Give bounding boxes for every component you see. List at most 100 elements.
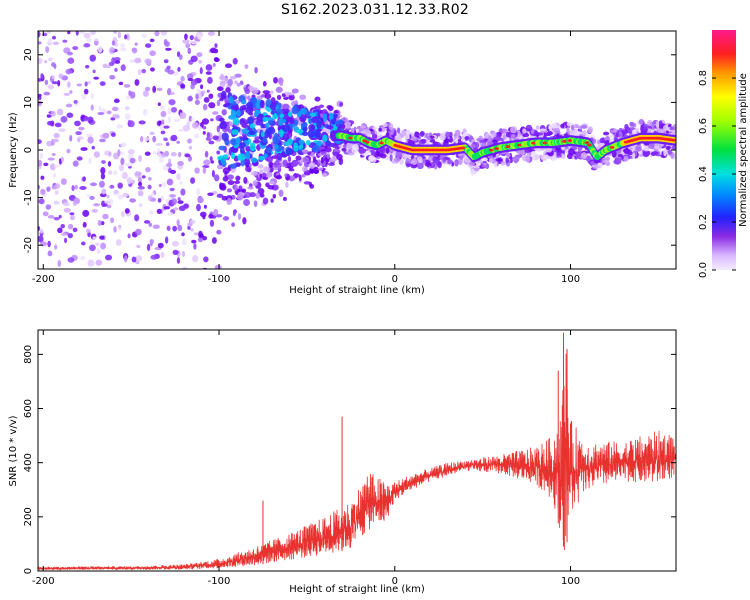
spectrogram-cell — [226, 188, 233, 193]
spectrogram-cell — [80, 147, 88, 151]
spectrogram-cell — [352, 143, 359, 151]
spectrogram-ridge-core — [517, 143, 522, 147]
spectrogram-cell — [598, 142, 605, 147]
spectrogram-cell — [473, 165, 480, 169]
spectrogram-cell — [60, 116, 68, 123]
spectrogram-ridge-core — [609, 146, 615, 149]
spectrogram-cell — [500, 161, 506, 166]
snr-y-label: SNR (10 * v/v) — [8, 415, 19, 486]
spectrogram-cell — [264, 93, 272, 100]
spectrogram-cell — [100, 242, 107, 250]
spectrogram-cell — [142, 90, 149, 97]
spectrogram-cell — [100, 173, 106, 180]
spectrogram-cell — [100, 167, 106, 175]
spectrogram-cell — [429, 139, 436, 143]
colorbar-tick-label: 0.0 — [698, 262, 709, 278]
spectrogram-cell — [124, 208, 130, 214]
spectrogram-cell — [339, 101, 344, 107]
spectrogram-cell — [118, 81, 124, 86]
spectrogram-cell — [42, 211, 49, 217]
spectrogram-cell — [159, 105, 166, 111]
spectrogram-cell — [57, 259, 62, 267]
spectrogram-cell — [88, 157, 92, 164]
spectrogram-cell — [160, 252, 165, 258]
spectrogram-cell — [460, 138, 466, 143]
spectrogram-cell — [205, 71, 212, 75]
spectrogram-cell — [232, 117, 240, 126]
spectrogram-cell — [263, 166, 271, 173]
spectrogram-cell — [510, 126, 518, 134]
spectrogram-cell — [56, 108, 64, 116]
spectrogram-cell — [152, 150, 157, 155]
spectrogram-cell — [196, 203, 201, 212]
spectrogram-cell — [51, 153, 56, 157]
spectrogram-cell — [170, 134, 178, 142]
spectrogram-cell — [221, 195, 228, 201]
spectrogram-cell — [191, 239, 197, 244]
spectrogram-cell — [199, 211, 207, 218]
spectrogram-cell — [164, 236, 169, 244]
spectrogram-cell — [202, 103, 208, 111]
spectrogram-cell — [394, 134, 402, 142]
spectrogram-cell — [530, 151, 537, 156]
spectrogram-cell — [72, 46, 79, 51]
snr-ytick-label: 400 — [23, 453, 34, 472]
spectrogram-cell — [346, 142, 353, 150]
spectrogram-cell — [131, 256, 137, 263]
spectrogram-cell — [44, 60, 48, 64]
spectrogram-cell — [566, 126, 570, 134]
spectrogram-cell — [321, 172, 328, 178]
spectrogram-cell — [47, 250, 53, 257]
spectrogram-cell — [287, 138, 293, 145]
spectrogram-cell — [177, 197, 181, 201]
spectrogram-cell — [235, 137, 241, 145]
spectrogram-cell — [203, 204, 207, 209]
spectrogram-cell — [52, 138, 60, 143]
spectrogram-cell — [282, 159, 288, 167]
spectrogram-cell — [111, 106, 119, 112]
spectrogram-ridge-core — [542, 141, 547, 145]
spectrogram-cell — [43, 162, 49, 167]
spectrogram-cell — [77, 138, 81, 143]
spectrogram-cell — [67, 31, 71, 35]
spectrogram-y-label: Frequency (Hz) — [8, 112, 19, 188]
spectrogram-cell — [308, 162, 316, 169]
spectrogram-cell — [258, 155, 265, 161]
snr-series-line — [38, 353, 676, 571]
spectrogram-cell — [669, 126, 674, 131]
spectrogram-cell — [279, 81, 284, 86]
spectrogram-cell — [283, 96, 289, 100]
spectrogram-cell — [525, 124, 533, 132]
spectrogram-cell — [145, 43, 152, 48]
snr-xtick-label: -200 — [32, 576, 55, 587]
spectrogram-xtick-label: -100 — [208, 274, 231, 285]
spectrogram-cell — [355, 128, 360, 133]
spectrogram-cell — [182, 266, 188, 269]
spectrogram-cell — [187, 138, 192, 144]
spectrogram-cell — [149, 239, 155, 244]
spectrogram-cell — [333, 113, 338, 118]
spectrogram-cell — [102, 213, 109, 220]
spectrogram-cell — [285, 147, 293, 156]
spectrogram-cell — [189, 10, 195, 15]
spectrogram-ridge-core — [365, 140, 370, 144]
spectrogram-cell — [75, 131, 82, 136]
spectrogram-cell — [162, 181, 166, 188]
spectrogram-cell — [170, 151, 177, 157]
spectrogram-cell — [282, 196, 287, 202]
spectrogram-cell — [621, 129, 629, 135]
spectrogram-cell — [117, 182, 123, 189]
spectrogram-cell — [183, 203, 189, 209]
spectrogram-cell — [163, 138, 168, 142]
spectrogram-cell — [207, 192, 214, 197]
colorbar: 0.0 0.2 0.4 0.6 0.8 Normalized spectral ampl… — [698, 30, 749, 278]
spectrogram-cell — [505, 157, 509, 164]
spectrogram-cell — [163, 125, 170, 129]
spectrogram-cell — [89, 31, 97, 36]
spectrogram-cell — [227, 78, 233, 87]
spectrogram-cell — [182, 39, 190, 44]
spectrogram-ytick-label: -20 — [23, 237, 34, 253]
spectrogram-cell — [138, 25, 142, 29]
spectrogram-cell — [316, 120, 322, 129]
spectrogram-cell — [127, 233, 131, 239]
